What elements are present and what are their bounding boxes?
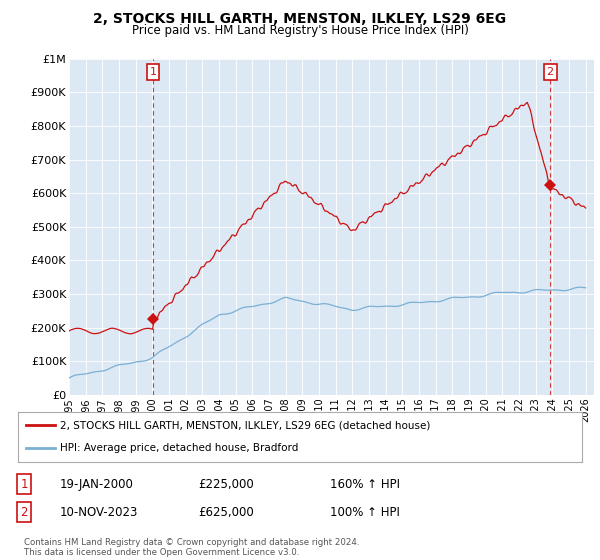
Text: Contains HM Land Registry data © Crown copyright and database right 2024.
This d: Contains HM Land Registry data © Crown c… bbox=[24, 538, 359, 557]
Text: 100% ↑ HPI: 100% ↑ HPI bbox=[330, 506, 400, 519]
Text: 1: 1 bbox=[20, 478, 28, 491]
Text: 2, STOCKS HILL GARTH, MENSTON, ILKLEY, LS29 6EG (detached house): 2, STOCKS HILL GARTH, MENSTON, ILKLEY, L… bbox=[60, 420, 431, 430]
Text: 1: 1 bbox=[149, 67, 157, 77]
Text: HPI: Average price, detached house, Bradford: HPI: Average price, detached house, Brad… bbox=[60, 444, 299, 454]
Text: 160% ↑ HPI: 160% ↑ HPI bbox=[330, 478, 400, 491]
Text: Price paid vs. HM Land Registry's House Price Index (HPI): Price paid vs. HM Land Registry's House … bbox=[131, 24, 469, 37]
Text: 10-NOV-2023: 10-NOV-2023 bbox=[60, 506, 139, 519]
Text: 2: 2 bbox=[20, 506, 28, 519]
Text: £225,000: £225,000 bbox=[198, 478, 254, 491]
Text: 2: 2 bbox=[547, 67, 554, 77]
Text: 19-JAN-2000: 19-JAN-2000 bbox=[60, 478, 134, 491]
Text: 2, STOCKS HILL GARTH, MENSTON, ILKLEY, LS29 6EG: 2, STOCKS HILL GARTH, MENSTON, ILKLEY, L… bbox=[94, 12, 506, 26]
Text: £625,000: £625,000 bbox=[198, 506, 254, 519]
